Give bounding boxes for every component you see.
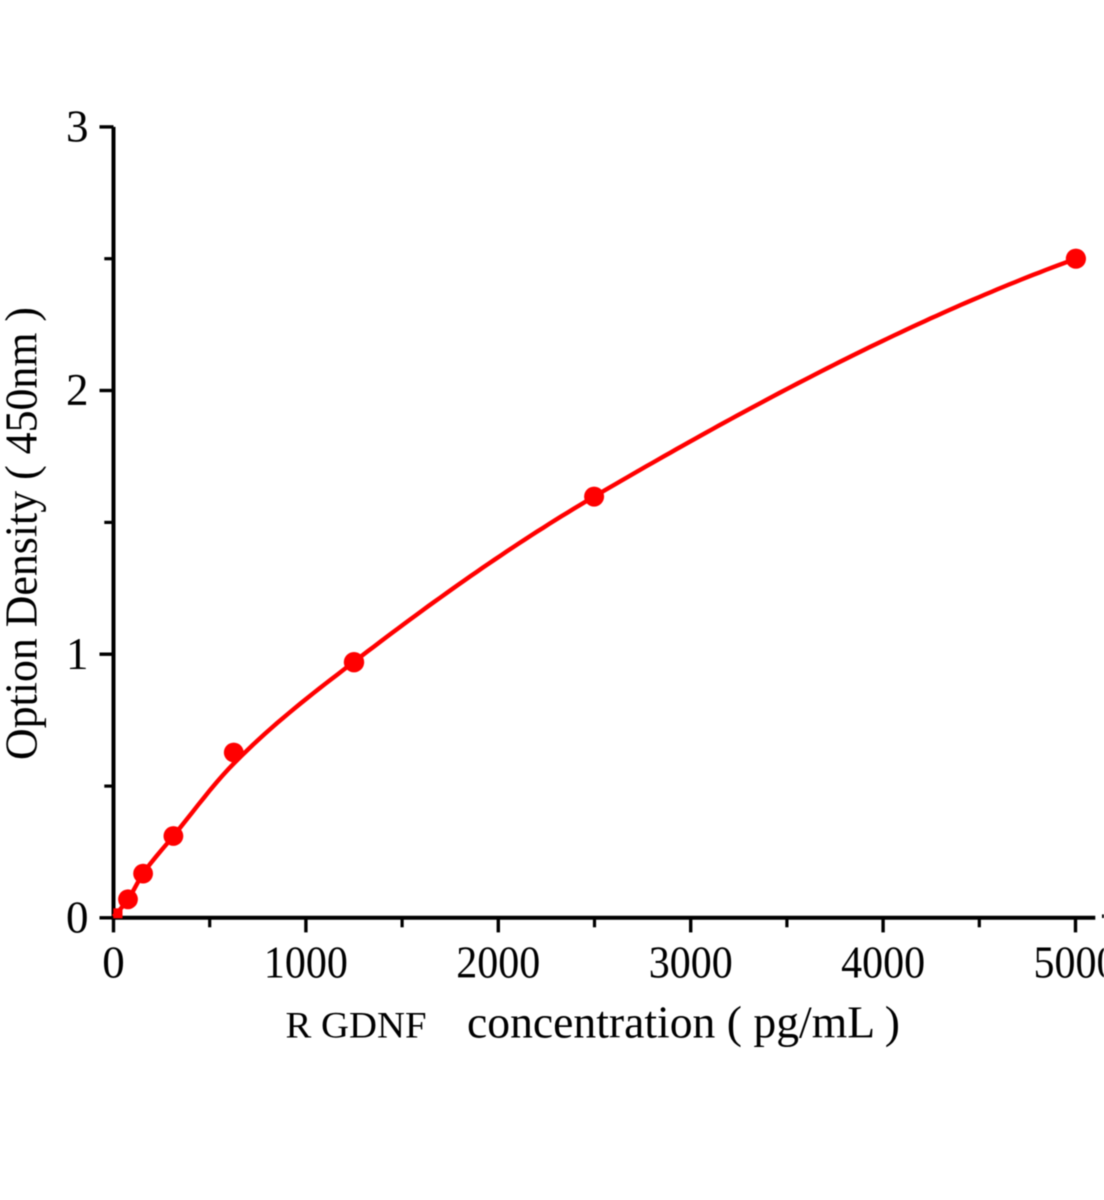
svg-text:Option Density ( 450nm ): Option Density ( 450nm ) <box>0 307 47 760</box>
svg-text:R GDNF: R GDNF <box>286 1006 427 1047</box>
svg-text:0: 0 <box>102 937 125 987</box>
svg-text:3000: 3000 <box>649 937 733 987</box>
svg-text:0: 0 <box>66 893 89 943</box>
svg-text:concentration ( pg/mL ): concentration ( pg/mL ) <box>467 998 900 1048</box>
svg-text:1: 1 <box>66 629 89 679</box>
svg-text:1000: 1000 <box>264 937 348 987</box>
svg-text:3: 3 <box>66 102 89 152</box>
svg-text:4000: 4000 <box>841 937 925 987</box>
svg-text:5000: 5000 <box>1034 937 1104 987</box>
svg-text:2000: 2000 <box>456 937 540 987</box>
svg-text:2: 2 <box>66 365 89 415</box>
